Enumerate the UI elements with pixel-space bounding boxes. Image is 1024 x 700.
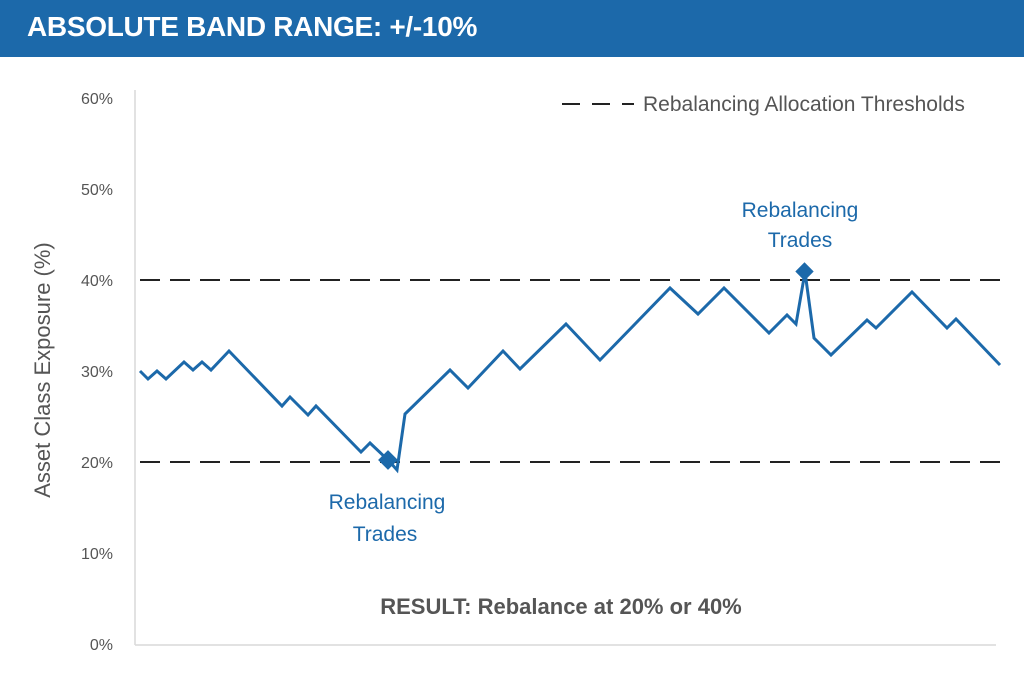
y-tick-30: 30% <box>81 364 113 381</box>
y-tick-20: 20% <box>81 455 113 472</box>
chart-title: ABSOLUTE BAND RANGE: +/-10% <box>27 11 478 42</box>
upper-annotation-line1: Rebalancing <box>742 199 859 222</box>
y-tick-50: 50% <box>81 182 113 199</box>
lower-rebalance-marker-icon <box>378 450 398 470</box>
result-annotation: RESULT: Rebalance at 20% or 40% <box>380 594 742 619</box>
legend: Rebalancing Allocation Thresholds <box>562 93 965 116</box>
lower-annotation-line2: Trades <box>353 523 418 546</box>
chart-header: ABSOLUTE BAND RANGE: +/-10% <box>0 0 1024 57</box>
y-tick-60: 60% <box>81 91 113 108</box>
y-tick-10: 10% <box>81 546 113 563</box>
y-tick-40: 40% <box>81 273 113 290</box>
y-axis-ticks: 0% 10% 20% 30% 40% 50% 60% <box>81 91 113 654</box>
upper-rebalance-marker-icon <box>795 262 814 281</box>
lower-annotation-line1: Rebalancing <box>329 491 446 514</box>
upper-annotation-line2: Trades <box>768 229 833 252</box>
y-tick-0: 0% <box>90 637 113 654</box>
y-axis-title: Asset Class Exposure (%) <box>30 242 55 498</box>
exposure-series-line <box>138 271 1002 474</box>
legend-label: Rebalancing Allocation Thresholds <box>643 93 965 116</box>
